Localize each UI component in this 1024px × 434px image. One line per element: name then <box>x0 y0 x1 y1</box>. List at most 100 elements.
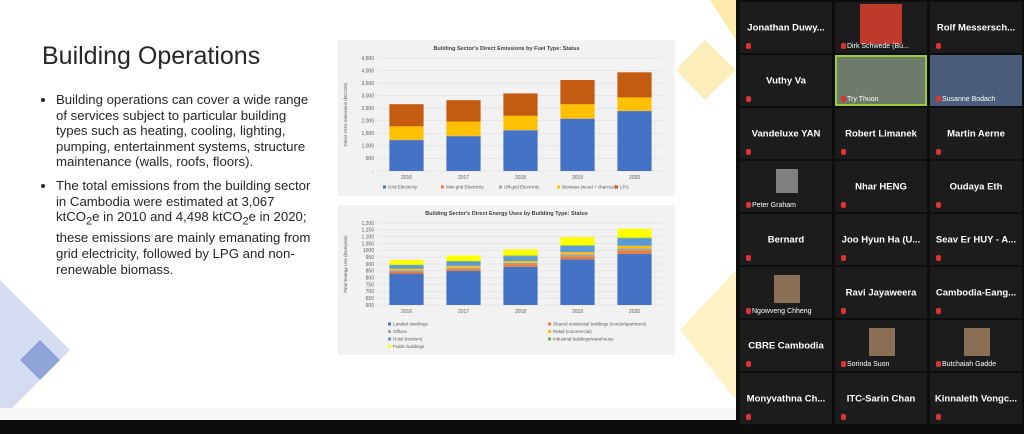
y-tick-label: 3,000 <box>361 93 374 99</box>
participant-tile: Bernard <box>740 214 832 265</box>
legend-swatch <box>557 185 560 189</box>
participant-video <box>869 328 895 356</box>
y-tick-label: 650 <box>366 296 375 302</box>
participant-tile: CBRE Cambodia <box>740 320 832 371</box>
legend-label: Shared residential buildings (condo/apar… <box>553 322 647 327</box>
participant-name: CBRE Cambodia <box>748 340 824 351</box>
participant-name: Try Thuon <box>847 96 879 103</box>
mute-icon <box>936 96 941 102</box>
legend-swatch <box>548 322 551 326</box>
x-tick-label: 2018 <box>515 309 526 315</box>
participant-tile: Try Thuon <box>835 55 927 106</box>
x-tick-label: 2020 <box>629 309 640 315</box>
legend-label: Off-grid Electricity <box>504 185 540 190</box>
y-tick-label: 500 <box>366 156 375 162</box>
bar-segment <box>446 268 481 271</box>
y-tick-label: 850 <box>366 269 375 275</box>
bar-segment <box>503 260 538 263</box>
participant-tile: Ngowveng Chheng <box>740 267 832 318</box>
bar-segment <box>617 237 652 239</box>
y-tick-label: 1,050 <box>361 241 374 247</box>
mute-icon <box>841 361 846 367</box>
bar-segment <box>617 72 652 98</box>
bar-segment <box>389 273 424 305</box>
bar-segment <box>446 121 481 136</box>
bullet-text: e in 2020; these emissions are mainly em… <box>56 209 311 277</box>
mute-icon <box>936 43 941 49</box>
bar-segment <box>503 93 538 116</box>
participant-name: Joo Hyun Ha (U... <box>841 234 921 245</box>
participant-tile: Jonathan Duwy... <box>740 2 832 53</box>
mute-icon <box>841 43 846 49</box>
mute-icon <box>841 255 846 261</box>
bar-segment <box>446 260 481 262</box>
bar-segment <box>617 245 652 249</box>
x-tick-label: 2017 <box>458 309 469 315</box>
y-tick-label: 4,500 <box>361 56 374 62</box>
mute-icon <box>841 149 846 155</box>
mute-icon <box>746 308 751 314</box>
participant-name: Jonathan Duwy... <box>747 22 825 33</box>
y-tick-label: 2,000 <box>361 119 374 125</box>
bar-segment <box>446 136 481 171</box>
participant-tile: Oudaya Eth <box>930 161 1022 212</box>
bar-segment <box>503 130 538 171</box>
mute-icon <box>936 149 941 155</box>
mute-icon <box>841 96 846 102</box>
participant-name: Rolf Messersch... <box>936 22 1016 33</box>
y-tick-label: 1,500 <box>361 131 374 137</box>
participant-name: Robert Limanek <box>845 128 917 139</box>
legend-label: Mini-grid Electricity <box>446 185 485 190</box>
y-tick-label: 900 <box>366 262 375 268</box>
bar-segment <box>617 250 652 254</box>
legend-label: Hotel (tourism) <box>393 337 423 342</box>
y-tick-label: 950 <box>366 255 375 261</box>
legend-label: LPG <box>620 185 630 190</box>
y-tick-label: 600 <box>366 303 375 309</box>
participant-name: Cambodia-Eang... <box>935 287 1017 298</box>
legend-label: Public buildings <box>393 344 425 349</box>
x-tick-label: 2020 <box>629 175 640 181</box>
bar-segment <box>617 253 652 305</box>
y-tick-label: 4,000 <box>361 68 374 74</box>
bar-segment <box>617 238 652 246</box>
avatar-initial <box>776 169 798 193</box>
participant-video <box>774 275 800 303</box>
slide: Building Operations Building operations … <box>0 0 736 420</box>
bar-segment <box>389 264 424 266</box>
participant-tile: Kinnaleth Vongc... <box>930 373 1022 424</box>
y-tick-label: 1,100 <box>361 234 374 240</box>
chart-title: Building Sector's Direct Emissions by Fu… <box>433 46 579 52</box>
mute-icon <box>746 43 751 49</box>
y-tick-label: 700 <box>366 289 375 295</box>
bar-segment <box>560 256 595 260</box>
mute-icon <box>936 414 941 420</box>
y-axis-label: Final Energy Use (ktoe/year) <box>343 235 348 293</box>
legend-label: Retail (commercial) <box>553 329 592 334</box>
participant-tile: Monyvathna Ch... <box>740 373 832 424</box>
legend-label: Landed dwellings <box>393 322 429 327</box>
participant-name: Seav Er HUY - A... <box>935 234 1017 245</box>
participant-tile: Vandeluxe YAN <box>740 108 832 159</box>
y-tick-label: 1,150 <box>361 228 374 234</box>
participant-name: Ngowveng Chheng <box>752 308 812 315</box>
bullet-text: The total emissions from the building se… <box>56 177 311 225</box>
slide-decoration <box>0 0 736 420</box>
bar-segment <box>503 255 538 257</box>
participant-tile: Ravi Jayaweera <box>835 267 927 318</box>
bullet-text: Building operations can cover a wide ran… <box>56 92 309 170</box>
bar-segment <box>617 228 652 238</box>
participant-name: Ravi Jayaweera <box>845 287 917 298</box>
x-tick-label: 2019 <box>572 175 583 181</box>
bar-segment <box>560 245 595 246</box>
bar-segment <box>560 259 595 305</box>
participant-tile: Sorinda Suon <box>835 320 927 371</box>
bar-segment <box>389 140 424 171</box>
bar-segment <box>503 256 538 261</box>
bar-segment <box>389 270 424 272</box>
mute-icon <box>841 202 846 208</box>
participant-video <box>860 4 902 44</box>
bar-segment <box>503 266 538 305</box>
bar-segment <box>560 245 595 253</box>
